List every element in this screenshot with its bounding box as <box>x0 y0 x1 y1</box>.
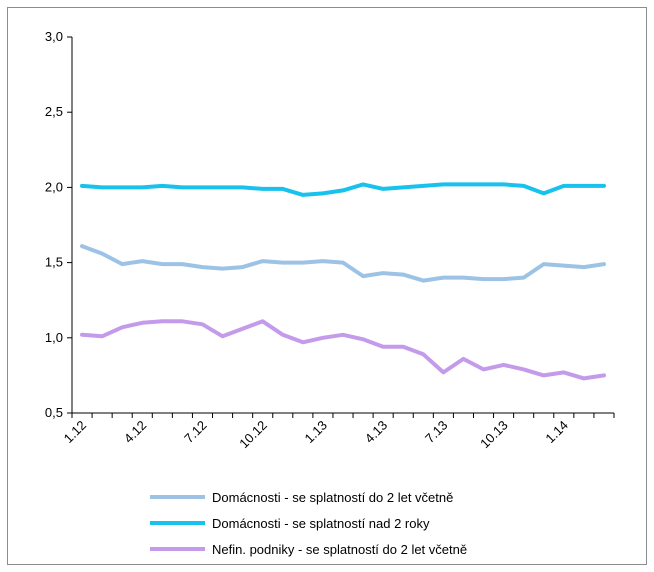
y-tick-label: 2,0 <box>45 179 63 194</box>
x-tick-label: 7.13 <box>422 418 451 447</box>
chart-frame <box>7 7 647 565</box>
x-tick-label: 10.13 <box>477 418 511 452</box>
x-tick-label: 1.12 <box>61 418 90 447</box>
x-tick-label: 4.13 <box>362 418 391 447</box>
series-line-1 <box>80 244 606 283</box>
y-tick-label: 0,5 <box>45 405 63 420</box>
series-line-2 <box>80 182 606 197</box>
series-layer <box>80 182 606 381</box>
legend-label-3: Nefin. podniky - se splatností do 2 let … <box>212 542 467 557</box>
x-tick-label: 1.13 <box>302 418 331 447</box>
legend-label-1: Domácnosti - se splatností do 2 let včet… <box>212 490 453 505</box>
x-tick-label: 1.14 <box>542 418 571 447</box>
legend-label-2: Domácnosti - se splatností nad 2 roky <box>212 516 430 531</box>
y-tick-label: 1,5 <box>45 255 63 270</box>
y-tick-label: 3,0 <box>45 29 63 44</box>
axes: 0,5 1,0 1,5 2,0 2,5 3,0 1.12 4.12 7.12 10.12 1.13 4… <box>45 29 615 452</box>
y-tick-label: 2,5 <box>45 104 63 119</box>
x-tick-label: 7.12 <box>181 418 210 447</box>
x-tick-label: 4.12 <box>121 418 150 447</box>
legend: Domácnosti - se splatností do 2 let včet… <box>150 490 467 557</box>
series-line-3 <box>80 319 606 381</box>
y-tick-label: 1,0 <box>45 330 63 345</box>
x-tick-label: 10.12 <box>236 418 270 452</box>
